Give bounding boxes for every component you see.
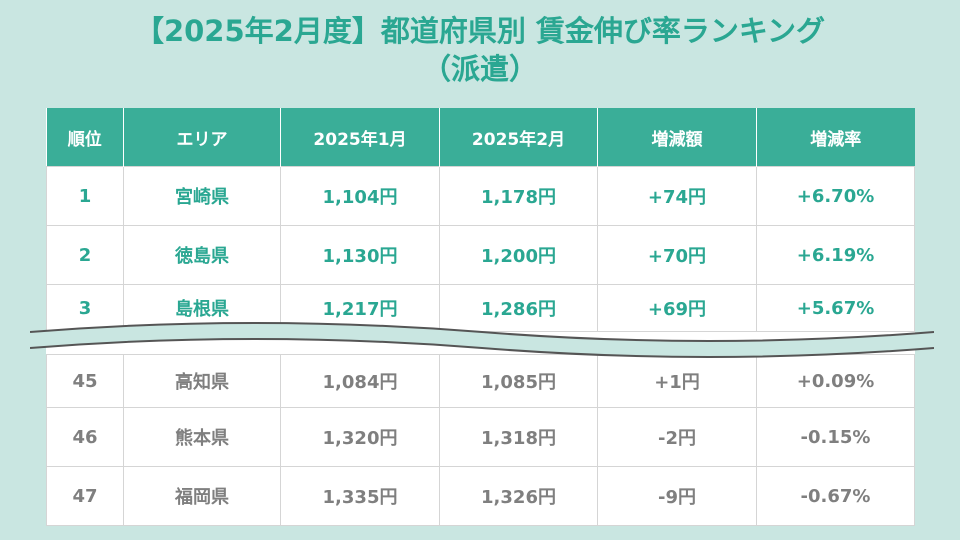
cell-area: 福岡県 — [123, 466, 281, 526]
cell-area: 高知県 — [123, 354, 281, 408]
table-row: 46 熊本県 1,320円 1,318円 -2円 -0.15% — [46, 407, 915, 467]
header-jan: 2025年1月 — [280, 108, 440, 167]
cell-rank: 3 — [46, 284, 124, 332]
wave-line-top — [30, 322, 934, 342]
cell-rate: +0.09% — [756, 354, 915, 408]
title-line-2: （派遣） — [421, 52, 538, 86]
cell-diff: -9円 — [597, 466, 757, 526]
cell-diff: +1円 — [597, 354, 757, 408]
header-diff: 増減額 — [597, 108, 757, 167]
header-rate: 増減率 — [756, 108, 915, 167]
cell-feb: 1,178円 — [439, 166, 598, 226]
cell-area: 熊本県 — [123, 407, 281, 467]
header-feb: 2025年2月 — [439, 108, 598, 167]
table-break-wave — [30, 322, 934, 358]
cell-rank: 1 — [46, 166, 124, 226]
cell-diff: +74円 — [597, 166, 757, 226]
cell-rank: 46 — [46, 407, 124, 467]
cell-rate: +6.19% — [756, 225, 915, 285]
cell-feb: 1,318円 — [439, 407, 598, 467]
cell-feb: 1,326円 — [439, 466, 598, 526]
cell-feb: 1,286円 — [439, 284, 598, 332]
cell-rank: 2 — [46, 225, 124, 285]
table-row: 2 徳島県 1,130円 1,200円 +70円 +6.19% — [46, 225, 915, 285]
cell-jan: 1,320円 — [280, 407, 440, 467]
ranking-table: 順位 エリア 2025年1月 2025年2月 増減額 増減率 1 宮崎県 1,1… — [46, 108, 915, 526]
cell-rate: +6.70% — [756, 166, 915, 226]
title-line-1: 【2025年2月度】都道府県別 賃金伸び率ランキング — [134, 14, 826, 48]
cell-jan: 1,335円 — [280, 466, 440, 526]
table-row: 45 高知県 1,084円 1,085円 +1円 +0.09% — [46, 354, 915, 408]
page-title: 【2025年2月度】都道府県別 賃金伸び率ランキング （派遣） — [0, 12, 960, 88]
cell-area: 宮崎県 — [123, 166, 281, 226]
cell-rank: 47 — [46, 466, 124, 526]
table-header-row: 順位 エリア 2025年1月 2025年2月 増減額 増減率 — [46, 108, 915, 167]
wave-band — [30, 323, 934, 357]
cell-feb: 1,200円 — [439, 225, 598, 285]
cell-jan: 1,130円 — [280, 225, 440, 285]
header-area: エリア — [123, 108, 281, 167]
header-rank: 順位 — [46, 108, 124, 167]
cell-rate: -0.67% — [756, 466, 915, 526]
cell-rate: +5.67% — [756, 284, 915, 332]
wave-line-bottom — [30, 338, 934, 358]
cell-rate: -0.15% — [756, 407, 915, 467]
cell-diff: +70円 — [597, 225, 757, 285]
cell-jan: 1,104円 — [280, 166, 440, 226]
cell-diff: -2円 — [597, 407, 757, 467]
cell-jan: 1,084円 — [280, 354, 440, 408]
table-row: 1 宮崎県 1,104円 1,178円 +74円 +6.70% — [46, 166, 915, 226]
cell-area: 徳島県 — [123, 225, 281, 285]
cell-rank: 45 — [46, 354, 124, 408]
cell-feb: 1,085円 — [439, 354, 598, 408]
table-row: 47 福岡県 1,335円 1,326円 -9円 -0.67% — [46, 466, 915, 526]
